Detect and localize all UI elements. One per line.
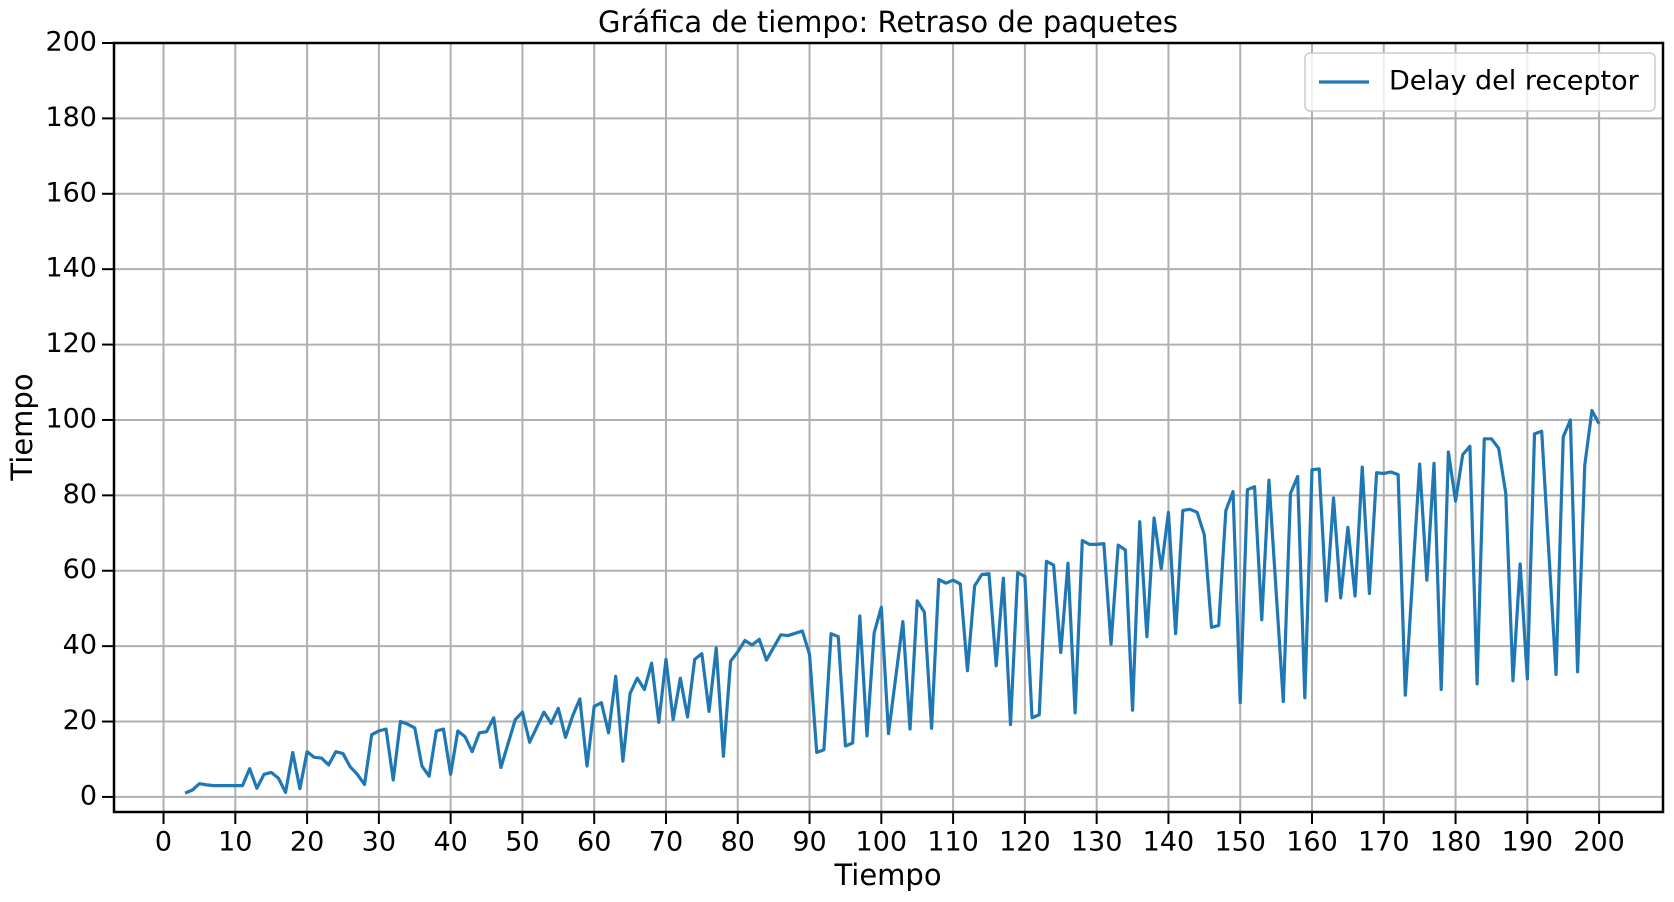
x-tick-label: 170 [1358,827,1410,858]
y-tick-label: 20 [63,705,97,736]
x-tick-label: 30 [362,827,396,858]
data-line [184,408,1601,795]
x-tick-label: 110 [927,827,979,858]
y-tick-label: 60 [63,554,97,585]
y-tick-label: 180 [45,102,97,133]
y-axis-label: Tiempo [5,373,39,481]
legend-box [1304,52,1656,112]
x-axis-label: Tiempo [833,858,941,892]
x-tick-label: 0 [155,827,172,858]
x-tick-label: 10 [218,827,252,858]
x-tick-label: 40 [433,827,467,858]
y-tick-label: 100 [45,403,97,434]
x-tick-label: 200 [1573,827,1625,858]
x-tick-label: 130 [1071,827,1123,858]
x-tick-label: 100 [856,827,908,858]
x-tick-label: 150 [1214,827,1266,858]
x-tick-label: 190 [1502,827,1554,858]
x-tick-label: 120 [999,827,1051,858]
x-tick-label: 70 [649,827,683,858]
x-tick-label: 90 [792,827,826,858]
plot-frame [112,41,1665,814]
x-tick-label: 60 [577,827,611,858]
chart-title: Gráfica de tiempo: Retraso de paquetes [598,5,1178,39]
y-tick-label: 80 [63,479,97,510]
y-tick-label: 40 [63,630,97,661]
x-tick-label: 20 [290,827,324,858]
x-tick-label: 180 [1430,827,1482,858]
y-tick-label: 200 [45,27,97,58]
y-tick-label: 160 [45,177,97,208]
x-tick-label: 140 [1143,827,1195,858]
x-tick-label: 160 [1286,827,1338,858]
y-tick-label: 140 [45,253,97,284]
x-tick-label: 50 [505,827,539,858]
legend-label: Delay del receptor [1389,66,1640,97]
x-tick-label: 80 [721,827,755,858]
y-tick-label: 120 [45,328,97,359]
y-tick-label: 0 [80,780,97,811]
